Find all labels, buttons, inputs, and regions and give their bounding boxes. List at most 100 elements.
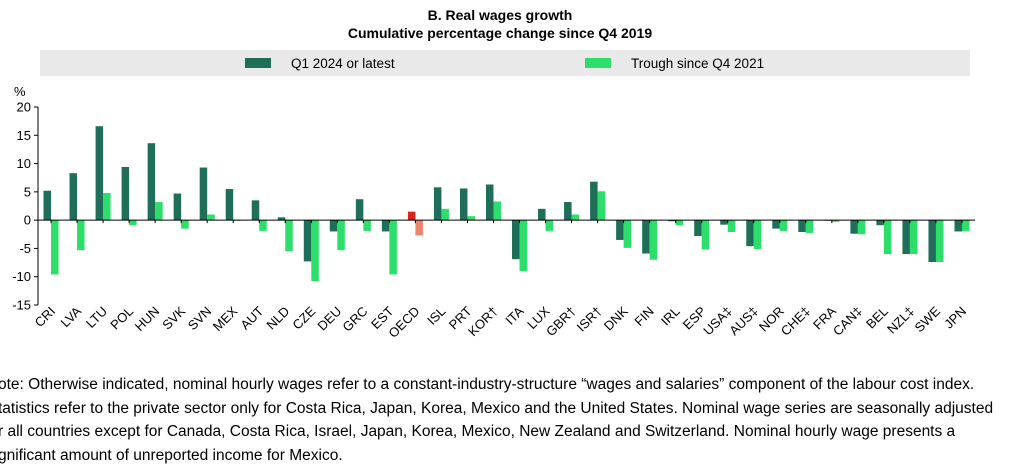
- legend-swatch-q1: [245, 58, 271, 68]
- bar-trough: [285, 220, 293, 252]
- bar-q1: [928, 220, 936, 263]
- bar-q1: [433, 187, 442, 221]
- bar-trough: [545, 220, 554, 231]
- x-tick-label: SVN: [185, 304, 215, 334]
- x-tick-label: SVK: [159, 303, 188, 332]
- bar-q1: [277, 217, 286, 221]
- x-tick-label: AUS‡: [726, 304, 761, 339]
- legend-item-trough: Trough since Q4 2021: [585, 50, 764, 76]
- bar-q1: [876, 220, 884, 226]
- chart-note: ote: Otherwise indicated, nominal hourly…: [0, 373, 1024, 467]
- bar-q1: [459, 188, 468, 221]
- bar-trough: [337, 220, 345, 251]
- bar-q1: [355, 199, 364, 221]
- bar-q1: [720, 220, 728, 225]
- x-tick-label: NZL‡: [884, 304, 917, 337]
- bar-q1: [772, 220, 780, 229]
- bar-q1: [485, 184, 494, 221]
- bar-q1: [538, 208, 546, 221]
- bar-q1: [954, 220, 962, 232]
- bar-q1: [902, 220, 910, 255]
- bar-trough: [155, 202, 163, 221]
- bar-trough: [389, 220, 397, 275]
- bar-q1: [616, 220, 624, 240]
- bar-trough: [779, 220, 788, 231]
- bar-trough: [935, 220, 944, 263]
- x-tick-label: CHE‡: [778, 304, 813, 339]
- bar-trough: [207, 214, 215, 221]
- bar-trough: [259, 220, 267, 231]
- bar-trough: [77, 220, 85, 251]
- bar-trough: [571, 214, 580, 221]
- bar-trough: [493, 201, 501, 221]
- y-axis-label: %: [14, 84, 26, 99]
- bar-trough: [831, 220, 840, 222]
- bar-trough: [311, 220, 319, 282]
- bar-q1: [407, 211, 416, 221]
- bar-chart-plot: %20 15 10 5 0 -5 -10 -15 CRI LVALTUPOLHUNSVKSVNME…: [12, 84, 975, 341]
- bar-trough: [805, 220, 814, 234]
- bar-q1: [303, 220, 312, 262]
- bar-q1: [746, 220, 754, 247]
- x-tick-label: LVA: [58, 303, 85, 330]
- y-tick-label: 15: [17, 128, 31, 143]
- x-tick-label: AUT: [237, 303, 266, 332]
- x-tick-label: DEU: [314, 304, 344, 334]
- legend-label-trough: Trough since Q4 2021: [631, 55, 765, 71]
- bar-trough: [51, 220, 59, 275]
- bar-trough: [103, 192, 111, 221]
- bar-q1: [251, 200, 260, 221]
- x-tick-label: CRI: [32, 304, 58, 330]
- bar-q1: [121, 166, 130, 221]
- bar-trough: [467, 216, 475, 221]
- legend-label-q1: Q1 2024 or latest: [291, 55, 395, 71]
- y-tick-label: -15: [12, 298, 31, 313]
- bar-q1: [147, 143, 156, 221]
- x-tick-label: POL: [107, 304, 136, 333]
- bar-trough: [623, 220, 632, 248]
- x-tick-label: HUN: [132, 304, 163, 335]
- x-tick-label: FIN: [631, 304, 656, 329]
- bar-q1: [668, 220, 676, 222]
- x-tick-label: DNK: [601, 303, 631, 333]
- x-tick-label: ISR†: [574, 304, 605, 335]
- x-tick-label: KOR†: [465, 304, 501, 340]
- bar-trough: [857, 220, 866, 235]
- x-tick-label: ITA: [502, 303, 526, 327]
- bar-q1: [199, 167, 208, 221]
- x-tick-label: GRC: [339, 304, 370, 335]
- bar-q1: [225, 189, 234, 221]
- bar-q1: [329, 220, 338, 232]
- bar-q1: [694, 220, 702, 236]
- legend-item-q1: Q1 2024 or latest: [245, 50, 395, 76]
- chart-title: B. Real wages growth: [427, 7, 573, 23]
- bar-trough: [961, 220, 970, 231]
- x-tick-label: SWE: [912, 303, 944, 335]
- bar-q1: [512, 220, 520, 260]
- x-tick-label: USA‡: [700, 304, 735, 339]
- y-tick-label: 5: [24, 184, 31, 199]
- chart-legend: Q1 2024 or latest Trough since Q4 2021: [40, 50, 970, 76]
- bar-trough: [363, 220, 371, 231]
- bar-trough: [415, 220, 423, 236]
- x-tick-label: CAN‡: [830, 304, 865, 339]
- bar-q1: [850, 220, 858, 234]
- bar-q1: [95, 126, 104, 221]
- bar-q1: [43, 190, 52, 221]
- legend-swatch-trough: [585, 58, 611, 68]
- y-tick-label: -5: [19, 241, 31, 256]
- bar-trough: [701, 220, 710, 250]
- x-tick-label: MEX: [210, 303, 241, 334]
- bar-trough: [129, 220, 137, 226]
- bar-trough: [649, 220, 658, 260]
- bar-q1: [642, 220, 650, 254]
- x-tick-label: NLD: [263, 304, 292, 333]
- x-tick-label: JPN: [941, 304, 969, 332]
- bar-trough: [597, 191, 606, 221]
- bar-q1: [564, 202, 572, 221]
- x-tick-label: GBR†: [543, 304, 579, 340]
- bar-q1: [381, 220, 390, 232]
- note-line: ote: Otherwise indicated, nominal hourly…: [0, 376, 975, 393]
- x-tick-label: LTU: [83, 304, 110, 331]
- bar-trough: [519, 220, 528, 272]
